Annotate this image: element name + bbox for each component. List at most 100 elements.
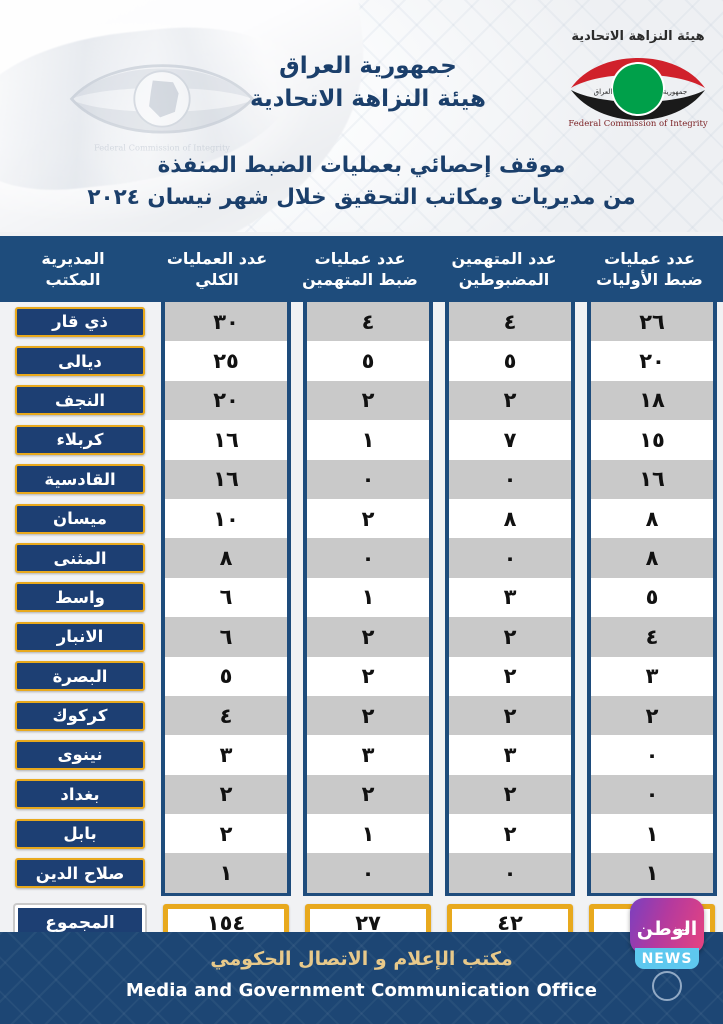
table-cell: ١٦ [591,459,713,499]
table-cell: ٠ [449,538,571,578]
table-row: القادسية [9,460,155,499]
table-cell: ٢ [307,656,429,696]
table-cell: ٨ [449,498,571,539]
col-header-line1: المديرية [41,248,105,268]
table-cell: ٥ [165,656,287,696]
table-cell: ٠ [449,459,571,499]
table-row: صلاح الدين [9,853,155,892]
directorate-name: كربلاء [15,424,145,455]
table-cell: ٤ [449,302,571,342]
column-header-arrested-suspects: عدد المتهمين المضبوطين [432,248,576,290]
table-cell: ٢٠ [591,341,713,381]
table-cell: ١ [591,853,713,893]
table-cell: ٣٠ [165,302,287,342]
table-cell: ٠ [591,774,713,815]
col-header-line2: المكتب [45,270,101,289]
directorate-name: البصرة [15,661,145,692]
directorate-name: صلاح الدين [15,858,145,889]
directorate-name: ديالى [15,346,145,377]
table-row: ديالى [9,341,155,380]
table-cell: ٢ [165,814,287,854]
table-cell: ١٦ [165,459,287,499]
table-cell: ٥ [307,341,429,381]
table-cell: ٠ [449,853,571,893]
directorate-name: كركوك [15,700,145,731]
directorate-name: النجف [15,385,145,416]
table-cell: ١ [307,814,429,854]
table-cell: ٣ [449,577,571,618]
table-cell: ٢ [307,774,429,815]
svg-text:هيئة النزاهة الاتحادية: هيئة النزاهة الاتحادية [571,29,704,44]
footer-pattern [0,932,723,1024]
table-row: ذي قار [9,302,155,341]
table-cell: ٢ [449,656,571,696]
table-row: نينوى [9,735,155,774]
table-row: النجف [9,381,155,420]
table-cell: ٥ [591,577,713,618]
table-cell: ٣ [165,735,287,775]
directorate-name: بغداد [15,779,145,810]
table-cell: ٢ [165,774,287,815]
table-cell: ٢ [449,695,571,736]
svg-text:Federal Commission of Integrit: Federal Commission of Integrity [568,119,708,129]
federal-commission-emblem-icon: هيئة النزاهة الاتحادية العراق جمهورية Fe… [568,29,708,129]
directorate-name: ميسان [15,503,145,534]
column-seizure-operations: ٢٦ ٢٠ ١٨ ١٥ ١٦ ٨ ٨ ٥ ٤ ٣ ٢ ٠ ٠ ١ ١ [581,302,723,896]
table-cell: ٢ [307,380,429,421]
header-banner: Federal Commission of Integrity هيئة الن… [0,0,723,232]
table-row: الانبار [9,617,155,656]
col-header-line1: عدد العمليات [166,248,268,268]
column-header-total-operations: عدد العمليات الكلي [146,248,288,290]
table-cell: ٢ [449,617,571,657]
table-cell: ٢ [449,774,571,815]
directorate-name: واسط [15,582,145,613]
page-title: موقف إحصائي بعمليات الضبط المنفذة من مدي… [0,150,723,215]
table-cell: ٠ [307,853,429,893]
table-cell: ٣ [307,735,429,775]
column-frame: ٢٦ ٢٠ ١٨ ١٥ ١٦ ٨ ٨ ٥ ٤ ٣ ٢ ٠ ٠ ١ ١ [587,302,717,896]
table-cell: ٢٦ [591,302,713,342]
col-header-line2: ضبط الأوليات [596,270,703,289]
statistics-table: عدد عمليات ضبط الأوليات عدد المتهمين الم… [0,232,723,943]
table-row: البصرة [9,657,155,696]
table-cell: ٨ [165,538,287,578]
page-title-line2: من مديريات ومكاتب التحقيق خلال شهر نيسان… [87,185,636,211]
table-row: المثنى [9,538,155,577]
table-cell: ١ [591,814,713,854]
alwatan-news-watermark: الوطن نيوز NEWS [630,898,704,1001]
svg-text:Federal Commission of Integrit: Federal Commission of Integrity [94,143,230,153]
svg-text:العراق: العراق [594,88,613,96]
news-logo-arabic-small: نيوز [673,924,687,933]
table-cell: ٠ [591,735,713,775]
table-cell: ٧ [449,420,571,460]
col-header-line1: عدد عمليات [314,248,406,268]
table-cell: ٦ [165,617,287,657]
directorate-name: المثنى [15,543,145,574]
org-title-line1: جمهورية العراق [279,53,457,79]
directorate-name: القادسية [15,464,145,495]
directorate-name: ذي قار [15,306,145,337]
directorate-name: الانبار [15,621,145,652]
page-title-line1: موقف إحصائي بعمليات الضبط المنفذة [157,153,566,178]
col-header-line2: الكلي [195,270,239,289]
table-cell: ١٨ [591,380,713,421]
table-cell: ٠ [307,538,429,578]
table-cell: ٢ [307,617,429,657]
table-cell: ٢ [449,814,571,854]
table-row: واسط [9,578,155,617]
news-logo-arabic: الوطن [636,917,698,940]
col-header-line1: عدد المتهمين [451,248,557,268]
table-row: بابل [9,814,155,853]
table-cell: ١٦ [165,420,287,460]
org-title-line2: هيئة النزاهة الاتحادية [250,85,486,112]
table-cell: ٥ [449,341,571,381]
directorate-name: بابل [15,818,145,849]
table-cell: ١ [307,420,429,460]
directorate-name: نينوى [15,739,145,770]
footer-english-text: Media and Government Communication Offic… [125,980,598,1001]
